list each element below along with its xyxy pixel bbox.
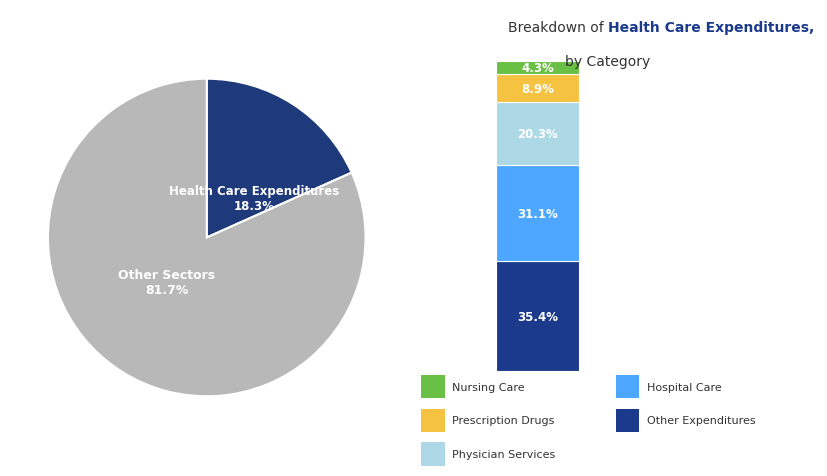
Bar bbox=[496, 262, 579, 371]
Text: Breakdown of: Breakdown of bbox=[508, 21, 608, 35]
Bar bbox=[615, 376, 639, 398]
Text: Prescription Drugs: Prescription Drugs bbox=[452, 416, 555, 426]
Text: Health Care Expenditures
18.3%: Health Care Expenditures 18.3% bbox=[170, 184, 340, 212]
Wedge shape bbox=[207, 79, 351, 238]
Text: by Category: by Category bbox=[565, 55, 651, 69]
Bar bbox=[496, 62, 579, 75]
Text: Nursing Care: Nursing Care bbox=[452, 382, 525, 392]
Wedge shape bbox=[48, 79, 366, 397]
Text: 4.3%: 4.3% bbox=[521, 62, 554, 75]
Text: Hospital Care: Hospital Care bbox=[647, 382, 721, 392]
Bar bbox=[615, 409, 639, 432]
Text: Health Care Expenditures,: Health Care Expenditures, bbox=[608, 21, 814, 35]
Bar bbox=[496, 166, 579, 262]
Bar bbox=[421, 409, 445, 432]
Text: 20.3%: 20.3% bbox=[517, 128, 558, 140]
Text: Physician Services: Physician Services bbox=[452, 449, 556, 459]
Text: 31.1%: 31.1% bbox=[517, 207, 558, 220]
Text: 35.4%: 35.4% bbox=[517, 310, 558, 323]
Text: 8.9%: 8.9% bbox=[521, 82, 554, 96]
Bar bbox=[421, 376, 445, 398]
Text: Other Sectors
81.7%: Other Sectors 81.7% bbox=[118, 268, 216, 297]
Bar bbox=[496, 75, 579, 103]
Bar bbox=[421, 443, 445, 466]
Bar bbox=[496, 103, 579, 166]
Text: Other Expenditures: Other Expenditures bbox=[647, 416, 755, 426]
